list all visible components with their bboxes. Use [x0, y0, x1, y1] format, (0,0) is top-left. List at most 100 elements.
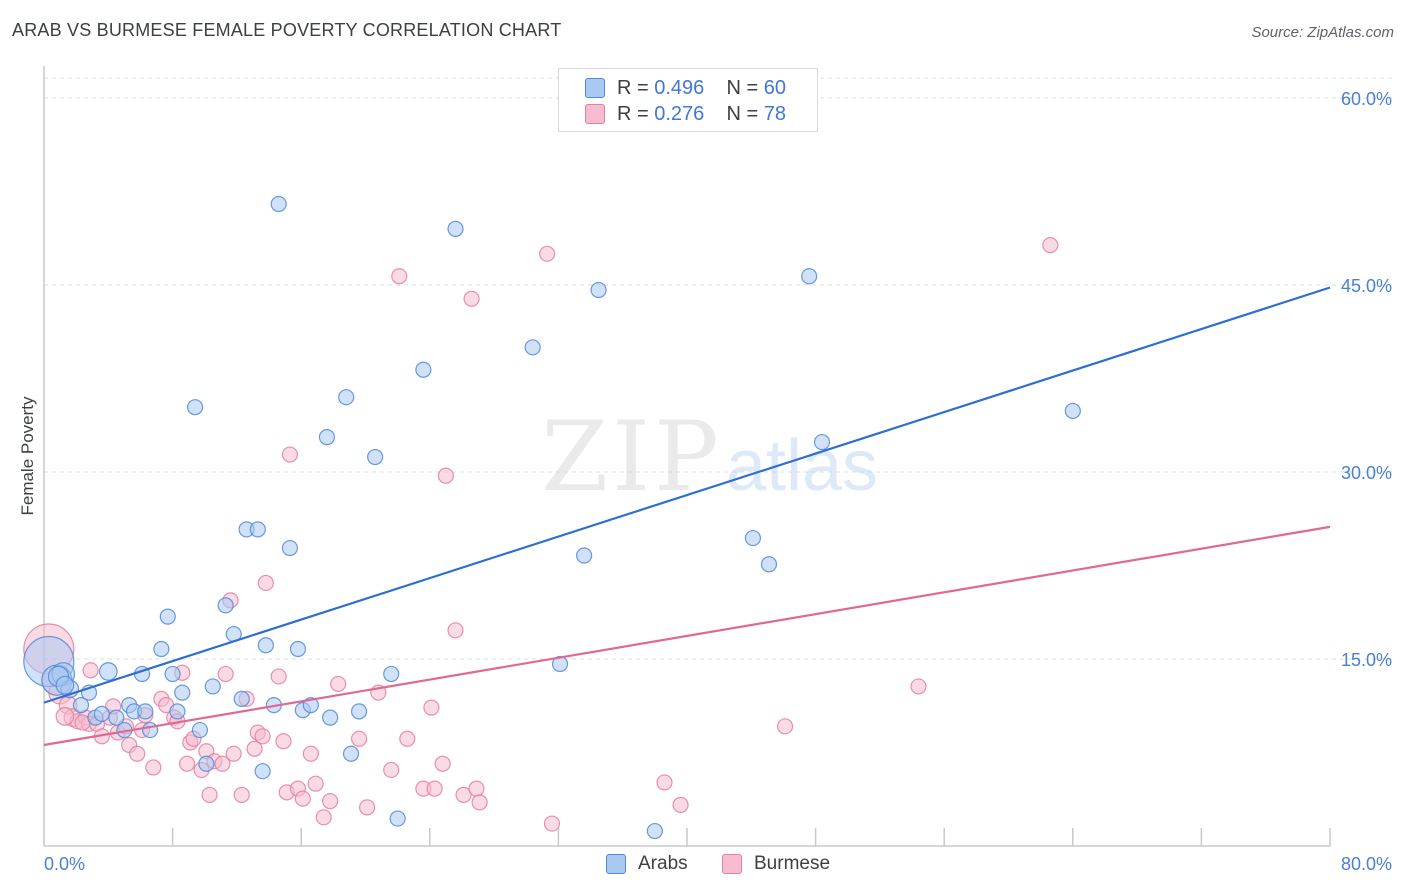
- y-tick-label: 30.0%: [1341, 463, 1392, 483]
- burmese-point: [656, 774, 673, 791]
- legend-item-burmese: Burmese: [722, 852, 830, 876]
- burmese-point: [423, 699, 440, 716]
- arabs-point: [415, 361, 432, 378]
- burmese-swatch: [585, 104, 605, 124]
- burmese-point: [391, 268, 408, 285]
- arabs-point: [204, 678, 221, 695]
- arabs-point: [164, 665, 181, 683]
- chart-title: ARAB VS BURMESE FEMALE POVERTY CORRELATI…: [12, 20, 562, 40]
- arabs-point: [524, 339, 541, 356]
- burmese-point: [399, 730, 416, 747]
- legend-item-arabs: Arabs: [606, 852, 688, 876]
- burmese-point: [315, 809, 332, 826]
- arabs-point: [576, 547, 593, 564]
- watermark-zip: ZIP: [541, 401, 722, 513]
- burmese-n-value: 78: [763, 102, 787, 125]
- arabs-r-label: R =: [617, 76, 649, 99]
- burmese-point: [468, 780, 485, 797]
- burmese-r-value: 0.276: [654, 102, 705, 125]
- burmese-point: [543, 815, 561, 832]
- arabs-point: [169, 703, 186, 720]
- arabs-point: [383, 665, 400, 683]
- burmese-point: [307, 775, 324, 792]
- burmese-point: [270, 668, 287, 685]
- burmese-r-label: R =: [617, 102, 649, 125]
- arabs-point: [249, 521, 266, 538]
- burmese-point: [294, 790, 311, 807]
- burmese-point: [145, 759, 162, 776]
- burmese-point: [471, 794, 488, 811]
- arabs-point: [1064, 402, 1081, 420]
- legend-row-arabs: R = 0.496 N = 60: [585, 76, 786, 100]
- y-tick-label: 15.0%: [1341, 650, 1392, 670]
- arabs-legend-swatch: [606, 854, 626, 874]
- arabs-point: [646, 822, 663, 840]
- x-tick-label-max: 80.0%: [1341, 854, 1392, 874]
- arabs-point: [744, 529, 762, 547]
- burmese-point: [233, 786, 250, 803]
- axes: [43, 66, 1331, 847]
- arabs-point: [137, 703, 154, 720]
- burmese-point: [1042, 237, 1059, 254]
- burmese-point: [447, 622, 464, 639]
- burmese-legend-swatch: [722, 854, 742, 874]
- arabs-n-label: N =: [726, 76, 759, 99]
- burmese-point: [82, 662, 99, 679]
- burmese-point: [463, 290, 480, 307]
- arabs-point: [389, 810, 406, 827]
- arabs-point: [108, 709, 125, 726]
- arabs-point: [72, 697, 90, 714]
- burmese-point: [55, 706, 75, 726]
- arabs-point: [342, 745, 360, 762]
- trend-lines: [43, 286, 1331, 747]
- arabs-point: [338, 389, 355, 406]
- arabs-swatch: [585, 78, 605, 98]
- burmese-trend-line: [43, 525, 1331, 747]
- source-label: Source: ZipAtlas.com: [1251, 24, 1394, 41]
- burmese-n-label: N =: [726, 102, 759, 125]
- arabs-point: [233, 690, 250, 707]
- burmese-point: [350, 730, 368, 747]
- arabs-point: [760, 556, 778, 573]
- burmese-point: [201, 786, 218, 803]
- burmese-point: [434, 755, 451, 772]
- burmese-points: [23, 237, 1059, 832]
- burmese-point: [217, 665, 234, 683]
- burmese-point: [455, 786, 472, 803]
- arabs-point: [350, 703, 368, 720]
- burmese-point: [281, 446, 299, 463]
- burmese-point: [302, 745, 319, 762]
- burmese-point: [539, 245, 556, 262]
- burmese-point: [910, 678, 927, 695]
- arabs-point: [254, 763, 271, 780]
- burmese-point: [225, 745, 242, 762]
- y-tick-label: 45.0%: [1341, 276, 1392, 296]
- arabs-point: [141, 721, 159, 739]
- arabs-n-value: 60: [763, 76, 787, 99]
- burmese-point: [359, 799, 376, 816]
- burmese-point: [383, 761, 400, 779]
- arabs-point: [93, 705, 110, 722]
- grid-lines: [44, 77, 1392, 660]
- burmese-point: [246, 740, 263, 757]
- arabs-point: [590, 281, 607, 299]
- arabs-point: [174, 684, 191, 701]
- burmese-point: [257, 574, 274, 592]
- arabs-point: [801, 268, 818, 285]
- correlation-legend: R = 0.496 N = 60 R = 0.276 N = 78: [558, 68, 818, 132]
- burmese-point: [322, 793, 339, 810]
- arabs-point: [198, 755, 215, 772]
- burmese-legend-label: Burmese: [754, 853, 831, 874]
- arabs-point: [270, 195, 287, 213]
- burmese-point: [129, 745, 146, 762]
- arabs-point: [55, 675, 75, 695]
- arabs-legend-label: Arabs: [638, 853, 688, 874]
- arabs-point: [322, 709, 339, 726]
- burmese-point: [254, 728, 271, 745]
- arabs-points: [23, 195, 1081, 840]
- burmese-point: [330, 675, 347, 693]
- burmese-point: [426, 780, 443, 797]
- burmese-point: [275, 733, 292, 750]
- arabs-point: [191, 721, 209, 739]
- tick-labels: 15.0% 30.0% 45.0% 60.0% 0.0% 80.0%: [44, 89, 1392, 874]
